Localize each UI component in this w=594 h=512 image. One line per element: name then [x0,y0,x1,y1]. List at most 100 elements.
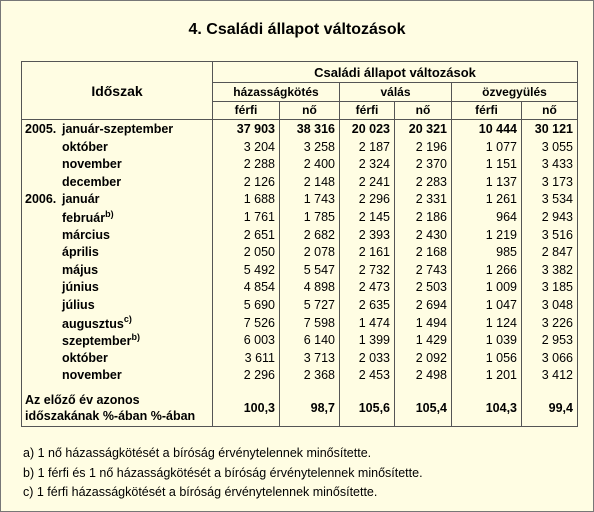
month: november [62,157,122,172]
cell: 3 611 [212,348,280,367]
footnote: b) 1 férfi és 1 nő házasságkötését a bír… [23,465,423,480]
cell: 2 296 [212,366,280,385]
row-label: november [21,366,213,385]
data-row: 2006. január 1 688 1 743 2 296 2 331 1 261 3 53… [21,190,578,209]
data-row: november 2 296 2 368 2 453 2 498 1 201 3 412 [21,366,578,385]
cell: 6 140 [279,331,340,349]
cell: 3 204 [212,137,280,156]
cell: 2 288 [212,155,280,173]
cell: 7 526 [212,313,280,332]
month: március [62,227,110,242]
title: 4. Családi állapot változások [188,21,406,38]
header-cell: Családi állapot változások [212,61,578,83]
month: április [62,245,99,260]
header-cell: válás [339,82,452,102]
cell: 6 003 [212,331,280,349]
cell: 10 444 [451,119,522,138]
cell: 3 713 [279,348,340,367]
cell: 3 412 [521,366,578,385]
data-row: október 3 611 3 713 2 033 2 092 1 056 3 066 [21,348,578,367]
data-row: július 5 690 5 727 2 635 2 694 1 047 3 048 [21,296,578,314]
cell: 2 168 [394,243,452,261]
cell: 3 185 [521,278,578,297]
cell: 3 048 [521,296,578,314]
cell: 1 761 [212,208,280,226]
cell: 2 033 [339,348,395,367]
header-cell: házasságkötés [212,82,340,102]
header-cell: nő [521,100,578,121]
cell: 99,4 [521,390,578,428]
cell: 2 078 [279,243,340,261]
cell: 2 498 [394,366,452,385]
cell: 1 266 [451,260,522,279]
cell: 3 258 [279,137,340,156]
cell: 2 331 [394,190,452,209]
cell: 1 137 [451,172,522,191]
cell: 105,4 [394,390,452,428]
cell: 2 503 [394,278,452,297]
data-row: június 4 854 4 898 2 473 2 503 1 009 3 185 [21,278,578,297]
header-cell: özvegyülés [451,82,578,102]
cell: 2 126 [212,172,280,191]
spacer-row [21,384,578,391]
row-label: 2006. január [21,190,213,209]
cell: 2 400 [279,155,340,173]
cell: 1 261 [451,190,522,209]
note-ref: b) [105,208,114,219]
cell: 2 847 [521,243,578,261]
cell: 38 316 [279,119,340,138]
cell: 2 161 [339,243,395,261]
month: november [62,368,122,383]
year: 2005. [25,121,57,136]
row-label: december [21,172,213,191]
cell: 100,3 [212,390,280,428]
cell: 3 433 [521,155,578,173]
cell: 5 727 [279,296,340,314]
row-label: februárb) [21,208,213,226]
cell: 1 429 [394,331,452,349]
data-row: augusztusc) 7 526 7 598 1 474 1 494 1 124 3 22… [21,313,578,332]
cell: 3 066 [521,348,578,367]
cell: 1 399 [339,331,395,349]
month: július [62,297,95,312]
cell: 3 534 [521,190,578,209]
table: Időszak Családi állapot változások házassá… [21,60,578,428]
cell: 3 173 [521,172,578,191]
month: február [62,211,106,226]
cell: 1 494 [394,313,452,332]
summary-label: időszakának %-ában %-ában [25,409,196,424]
cell: 2 453 [339,366,395,385]
cell: 2 393 [339,225,395,244]
data-row: szeptemberb) 6 003 6 140 1 399 1 429 1 039 2 9… [21,331,578,349]
note-ref: b) [131,332,140,343]
month: szeptember [62,334,132,349]
cell: 2 953 [521,331,578,349]
cell: 2 241 [339,172,395,191]
cell: 1 151 [451,155,522,173]
cell: 2 148 [279,172,340,191]
row-label: május [21,260,213,279]
row-label: augusztusc) [21,313,213,332]
header-cell: nő [279,100,340,121]
row-label: 2005. január-szeptember [21,119,213,138]
cell: 98,7 [279,390,340,428]
cell: 3 055 [521,137,578,156]
cell: 2 743 [394,260,452,279]
month: május [62,262,99,277]
cell: 2 092 [394,348,452,367]
row-label: november [21,155,213,173]
month: december [62,174,122,189]
cell: 105,6 [339,390,395,428]
cell: 2 196 [394,137,452,156]
cell: 30 121 [521,119,578,138]
month: január [62,192,100,207]
cell: 3 516 [521,225,578,244]
data-row: 2005. január-szeptember 37 903 38 316 20 023… [21,119,578,138]
cell: 20 023 [339,119,395,138]
row-label: március [21,225,213,244]
cell: 2 368 [279,366,340,385]
data-row: februárb) 1 761 1 785 2 145 2 186 964 2 943 [21,208,578,226]
cell: 2 283 [394,172,452,191]
cell: 1 056 [451,348,522,367]
